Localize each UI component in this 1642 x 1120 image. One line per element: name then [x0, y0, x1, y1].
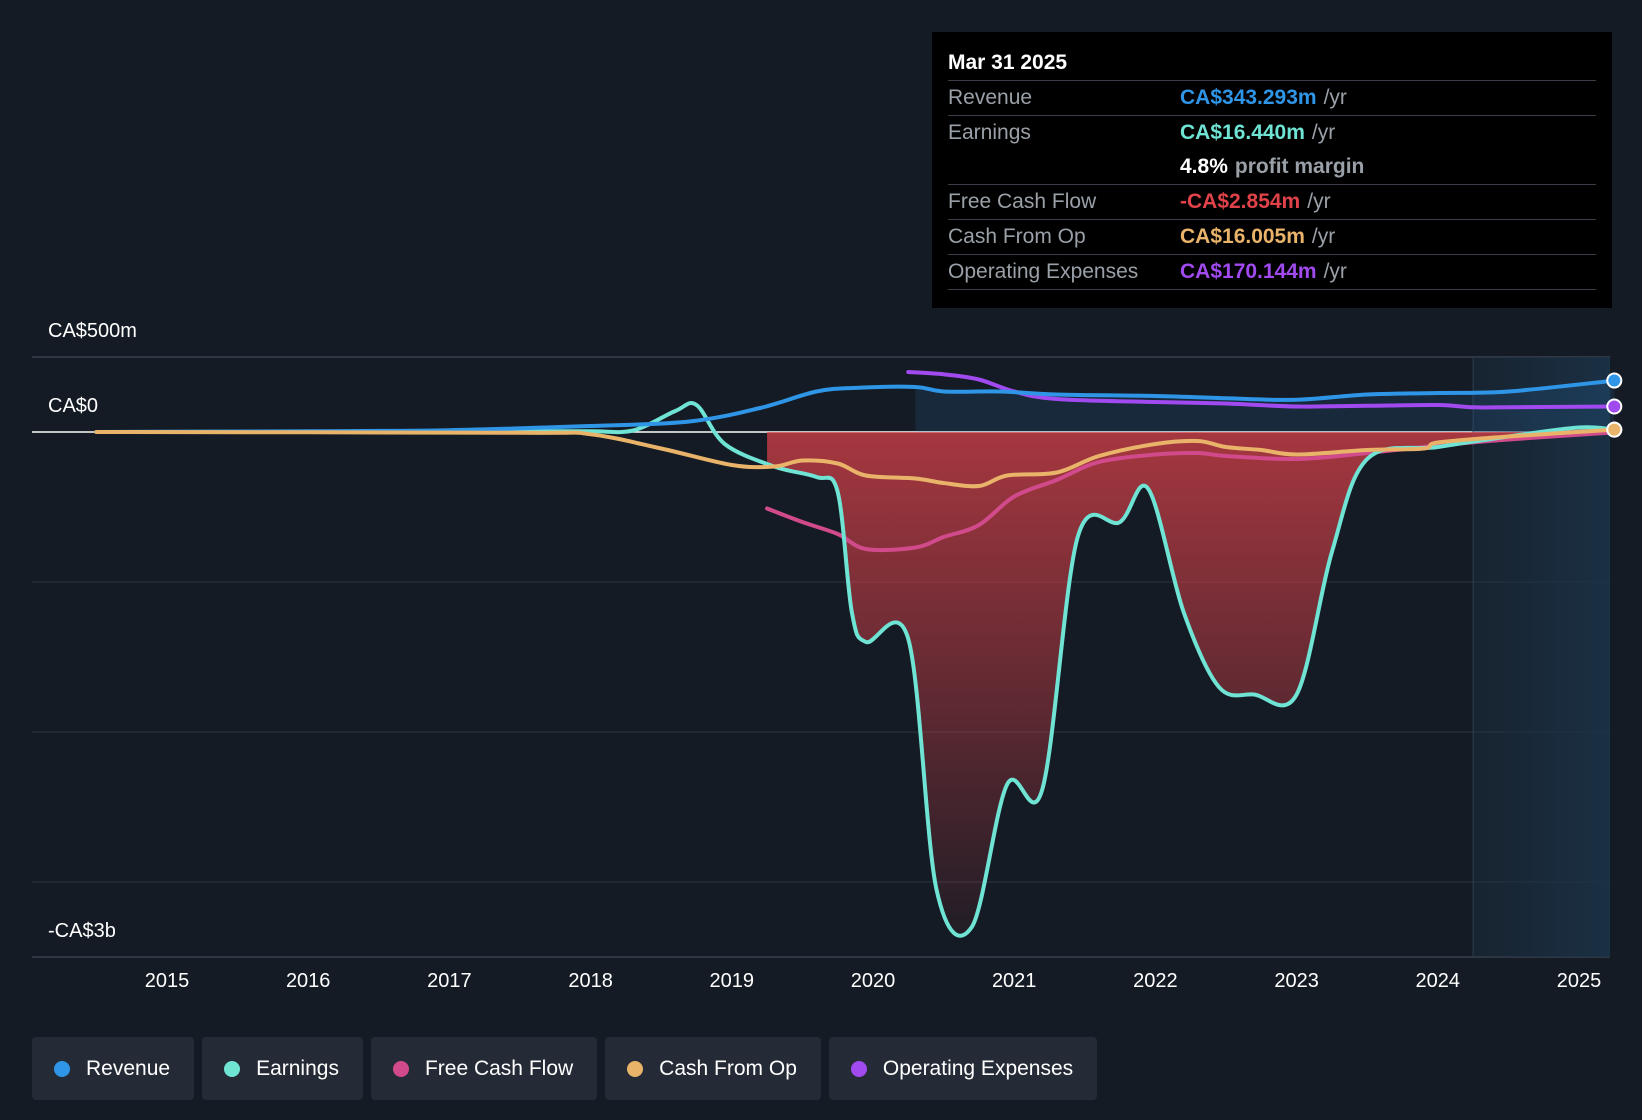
series-line-operating-expenses — [906, 370, 1617, 410]
tooltip-earnings-unit: /yr — [1311, 121, 1336, 144]
legend-item-earnings[interactable]: Earnings — [202, 1037, 363, 1100]
x-tick-label: 2018 — [568, 970, 613, 992]
tooltip-row-opex: Operating Expenses CA$170.144m /yr — [948, 255, 1596, 290]
tooltip-earnings-value: CA$16.440m — [1180, 121, 1305, 144]
tooltip-fcf-label: Free Cash Flow — [948, 190, 1097, 213]
tooltip-date: Mar 31 2025 — [948, 46, 1596, 81]
y-axis-zero-label: CA$0 — [48, 395, 99, 417]
series-line-earnings — [94, 401, 1617, 938]
tooltip-margin-label: profit margin — [1234, 155, 1365, 178]
forecast-region — [1473, 357, 1610, 957]
series-line-cash-from-op — [94, 427, 1617, 489]
tooltip-earnings-label: Earnings — [948, 121, 1031, 144]
legend-item-fcf[interactable]: Free Cash Flow — [370, 1037, 598, 1100]
tooltip-margin-value: 4.8% — [1180, 155, 1228, 178]
legend: Revenue Earnings Free Cash Flow Cash Fro… — [32, 1037, 1098, 1100]
tooltip-opex-unit: /yr — [1323, 260, 1347, 283]
x-tick-label: 2015 — [144, 970, 190, 992]
x-tick-label: 2024 — [1415, 970, 1461, 992]
legend-dot-cfo — [627, 1060, 644, 1077]
tooltip-row-cfo: Cash From Op CA$16.005m /yr — [948, 220, 1596, 255]
legend-label-fcf: Free Cash Flow — [424, 1056, 574, 1080]
legend-dot-revenue — [54, 1060, 70, 1077]
x-tick-label: 2020 — [850, 970, 896, 992]
data-tooltip: Mar 31 2025 Revenue CA$343.293m /yr Earn… — [932, 32, 1612, 308]
x-tick-label: 2025 — [1556, 970, 1602, 992]
series-line-revenue — [94, 378, 1617, 434]
tooltip-opex-label: Operating Expenses — [948, 260, 1139, 283]
earnings-negative-area — [767, 427, 1615, 936]
legend-dot-fcf — [392, 1060, 409, 1077]
tooltip-revenue-value: CA$343.293m — [1180, 86, 1317, 109]
x-tick-label: 2021 — [991, 970, 1037, 992]
x-tick-label: 2017 — [427, 970, 472, 992]
legend-label-earnings: Earnings — [256, 1056, 339, 1080]
tooltip-cfo-label: Cash From Op — [948, 225, 1086, 248]
tooltip-opex-value: CA$170.144m — [1180, 260, 1317, 283]
legend-item-cfo[interactable]: Cash From Op — [605, 1037, 821, 1100]
tooltip-fcf-unit: /yr — [1307, 190, 1331, 213]
y-axis-top-label: CA$500m — [48, 320, 137, 342]
end-dot-operating-expenses — [1606, 398, 1623, 415]
end-dot-cash-from-op — [1606, 421, 1623, 438]
x-tick-label: 2019 — [709, 970, 755, 992]
tooltip-fcf-value: -CA$2.854m — [1180, 190, 1301, 213]
y-axis-bottom-label: -CA$3b — [48, 920, 116, 942]
tooltip-cfo-value: CA$16.005m — [1180, 225, 1305, 248]
tooltip-revenue-label: Revenue — [948, 86, 1033, 109]
tooltip-revenue-unit: /yr — [1323, 86, 1347, 109]
tooltip-row-margin: 4.8% profit margin — [948, 150, 1596, 185]
legend-label-revenue: Revenue — [86, 1056, 171, 1080]
legend-dot-earnings — [224, 1060, 241, 1077]
legend-label-opex: Operating Expenses — [882, 1056, 1074, 1080]
x-tick-label: 2022 — [1133, 970, 1178, 992]
x-tick-label: 2023 — [1274, 970, 1319, 992]
tooltip-row-earnings: Earnings CA$16.440m /yr — [948, 116, 1596, 150]
legend-item-opex[interactable]: Operating Expenses — [828, 1037, 1098, 1100]
tooltip-row-fcf: Free Cash Flow -CA$2.854m /yr — [948, 185, 1596, 220]
x-tick-label: 2016 — [285, 970, 331, 992]
legend-item-revenue[interactable]: Revenue — [32, 1037, 195, 1100]
chart-area — [32, 356, 1623, 958]
legend-label-cfo: Cash From Op — [659, 1056, 797, 1080]
tooltip-cfo-unit: /yr — [1311, 225, 1336, 248]
end-dot-revenue — [1606, 372, 1623, 389]
legend-dot-opex — [850, 1060, 867, 1077]
tooltip-row-revenue: Revenue CA$343.293m /yr — [948, 81, 1596, 116]
